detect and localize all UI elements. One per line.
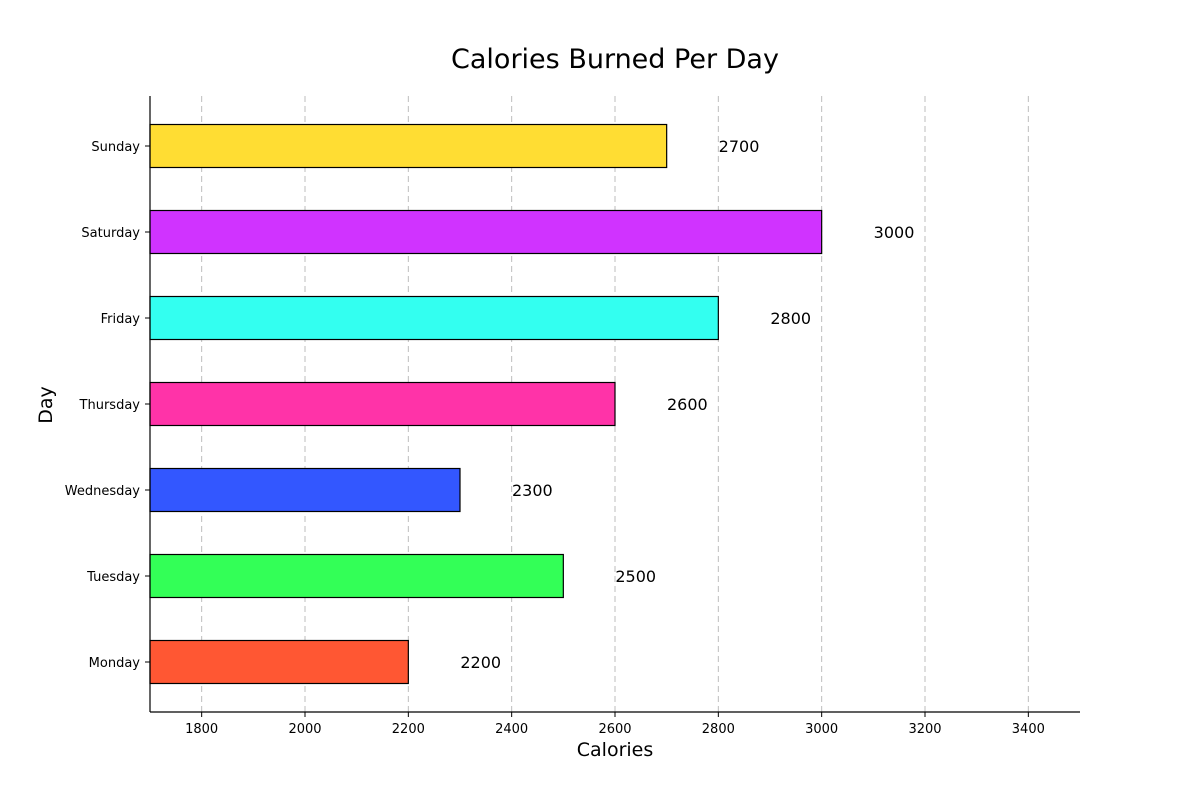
y-axis-label: Day xyxy=(35,386,57,424)
data-label-wednesday: 2300 xyxy=(512,481,553,500)
data-label-thursday: 2600 xyxy=(667,395,708,414)
x-tick-labels: 1800 2000 2200 2400 2600 2800 3000 3200 3400 xyxy=(185,722,1045,737)
y-tick-label-monday: Monday xyxy=(89,656,141,671)
x-tick-label: 3200 xyxy=(908,722,941,737)
y-tick-labels: Monday Tuesday Wednesday Thursday Friday Satu… xyxy=(65,140,141,671)
y-tick-label-thursday: Thursday xyxy=(79,398,141,413)
x-tick-label: 3000 xyxy=(805,722,838,737)
y-tick-label-saturday: Saturday xyxy=(81,226,140,241)
x-tick-label: 2800 xyxy=(702,722,735,737)
bar-sunday xyxy=(149,123,668,169)
data-label-saturday: 3000 xyxy=(874,223,915,242)
data-label-friday: 2800 xyxy=(770,309,811,328)
chart-title: Calories Burned Per Day xyxy=(451,44,779,75)
bar-wednesday xyxy=(149,467,461,513)
y-tick-label-wednesday: Wednesday xyxy=(65,484,141,499)
y-tick-label-friday: Friday xyxy=(101,312,141,327)
x-tick-label: 2000 xyxy=(288,722,321,737)
x-tick-label: 2400 xyxy=(495,722,528,737)
bar-friday xyxy=(149,295,719,341)
bars xyxy=(149,123,823,685)
x-tick-label: 1800 xyxy=(185,722,218,737)
data-label-tuesday: 2500 xyxy=(615,567,656,586)
x-tick-label: 2200 xyxy=(392,722,425,737)
x-tick-label: 2600 xyxy=(598,722,631,737)
data-label-sunday: 2700 xyxy=(719,137,760,156)
axes xyxy=(145,96,1080,717)
bar-thursday xyxy=(149,381,616,427)
y-tick-label-tuesday: Tuesday xyxy=(86,570,140,585)
gridlines xyxy=(201,96,1029,712)
bar-tuesday xyxy=(149,553,564,599)
bar-saturday xyxy=(149,209,823,255)
x-tick-label: 3400 xyxy=(1012,722,1045,737)
y-tick-label-sunday: Sunday xyxy=(91,140,140,155)
bar-monday xyxy=(149,639,409,685)
x-axis-label: Calories xyxy=(577,739,654,761)
data-labels: 2200 2500 2300 2600 2800 3000 2700 xyxy=(460,137,914,672)
data-label-monday: 2200 xyxy=(460,653,501,672)
